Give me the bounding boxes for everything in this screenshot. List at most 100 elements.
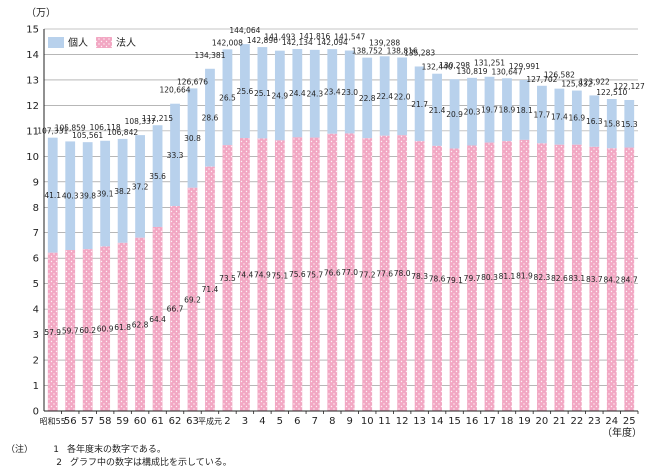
pct-label-hojin: 79.1 (446, 276, 463, 285)
x-tick-label: 10 (361, 416, 374, 427)
total-label: 120,664 (160, 86, 191, 95)
bar-kojin (100, 140, 111, 247)
pct-label-hojin: 81.1 (499, 272, 516, 281)
total-label: 142,134 (282, 38, 313, 47)
pct-label-kojin: 35.6 (149, 172, 166, 181)
bar-hojin (344, 133, 355, 411)
x-tick-label: 11 (378, 416, 391, 427)
bar-hojin (205, 166, 215, 411)
pct-label-hojin: 77.0 (341, 268, 358, 277)
pct-label-hojin: 60.2 (79, 326, 96, 335)
y-tick-label: 6 (33, 254, 39, 265)
total-label: 139,288 (369, 38, 400, 47)
total-label: 105,561 (72, 131, 103, 140)
pct-label-hojin: 80.3 (481, 273, 498, 282)
total-label: 130,819 (457, 67, 488, 76)
pct-label-kojin: 30.8 (184, 134, 201, 143)
bar-hojin (135, 237, 145, 411)
pct-label-kojin: 19.7 (481, 106, 498, 115)
note-prefix: （注） (6, 445, 34, 455)
bar-hojin (309, 137, 320, 411)
x-tick-label: 24 (605, 416, 618, 427)
pct-label-kojin: 18.9 (499, 106, 516, 115)
pct-label-kojin: 20.3 (464, 108, 481, 117)
bar-hojin (519, 139, 530, 411)
pct-label-hojin: 81.9 (516, 271, 533, 280)
pct-label-kojin: 17.4 (551, 113, 568, 122)
total-label: 142,896 (247, 36, 278, 45)
pct-label-hojin: 75.6 (289, 270, 306, 279)
bar-hojin (432, 145, 442, 411)
pct-label-hojin: 64.4 (149, 315, 166, 324)
x-tick-label: 59 (116, 416, 129, 427)
bar-kojin (344, 50, 355, 134)
total-label: 129,991 (509, 62, 540, 71)
y-tick-label: 3 (33, 330, 39, 341)
pct-label-hojin: 71.4 (202, 285, 219, 294)
total-label: 108,337 (125, 117, 156, 126)
pct-label-kojin: 15.8 (603, 120, 620, 129)
note-number: 1 (53, 445, 60, 455)
pct-label-hojin: 74.9 (254, 271, 271, 280)
y-axis-unit: （万） (26, 7, 56, 19)
pct-label-kojin: 37.2 (132, 182, 149, 191)
y-tick-label: 2 (33, 356, 39, 367)
bar-kojin (65, 141, 76, 251)
bar-hojin (152, 226, 163, 411)
pct-label-hojin: 75.1 (272, 272, 289, 281)
bar-kojin (274, 50, 285, 141)
bar-hojin (240, 138, 250, 411)
bar-kojin (222, 49, 233, 146)
bar-kojin (397, 57, 408, 136)
pct-label-kojin: 20.9 (446, 110, 463, 119)
bar-kojin (519, 79, 530, 140)
pct-label-hojin: 83.7 (586, 275, 603, 284)
bar-hojin (397, 135, 408, 411)
total-label: 144,064 (229, 26, 260, 35)
legend-label-hojin: 法人 (116, 36, 136, 49)
bar-hojin (467, 145, 477, 412)
bar-kojin (589, 95, 600, 147)
bar-kojin (484, 76, 495, 143)
total-label: 112,215 (142, 114, 173, 123)
pct-label-hojin: 76.6 (324, 268, 341, 277)
bar-hojin (379, 135, 390, 412)
x-tick-label: 23 (588, 416, 601, 427)
pct-label-hojin: 84.7 (621, 275, 638, 284)
bar-kojin (554, 88, 565, 145)
x-tick-label: 58 (99, 416, 112, 427)
x-tick-label: 21 (553, 416, 566, 427)
x-tick-label: 14 (431, 416, 444, 427)
note-number: 2 (56, 458, 62, 468)
bar-kojin (187, 88, 198, 188)
bar-hojin (327, 133, 338, 411)
x-tick-label: 56 (64, 416, 77, 427)
bar-kojin (414, 66, 425, 142)
pct-label-kojin: 41.1 (44, 191, 61, 200)
total-label: 142,008 (212, 38, 243, 47)
bar-hojin (170, 206, 180, 411)
bar-hojin (589, 146, 600, 411)
bar-kojin (47, 137, 58, 253)
bar-hojin (222, 145, 233, 411)
total-label: 130,647 (491, 67, 522, 76)
x-tick-label: 25 (623, 416, 636, 427)
y-tick-label: 8 (33, 203, 39, 214)
x-tick-label: 17 (483, 416, 496, 427)
y-tick-label: 5 (33, 279, 39, 290)
note-1: （注） 1 各年度末の数字である。 (6, 442, 166, 455)
x-tick-label: 63 (186, 416, 199, 427)
pct-label-hojin: 78.0 (394, 269, 411, 278)
x-tick-label: 18 (501, 416, 514, 427)
bar-hojin (82, 249, 93, 411)
bar-hojin (117, 242, 128, 411)
y-tick-label: 11 (26, 126, 39, 137)
bar-hojin (414, 141, 425, 411)
pct-label-kojin: 40.3 (62, 192, 79, 201)
pct-label-hojin: 77.6 (376, 269, 393, 278)
y-tick-label: 7 (33, 228, 39, 239)
bar-kojin (205, 68, 215, 167)
x-tick-label: 57 (81, 416, 94, 427)
bar-kojin (362, 57, 373, 139)
